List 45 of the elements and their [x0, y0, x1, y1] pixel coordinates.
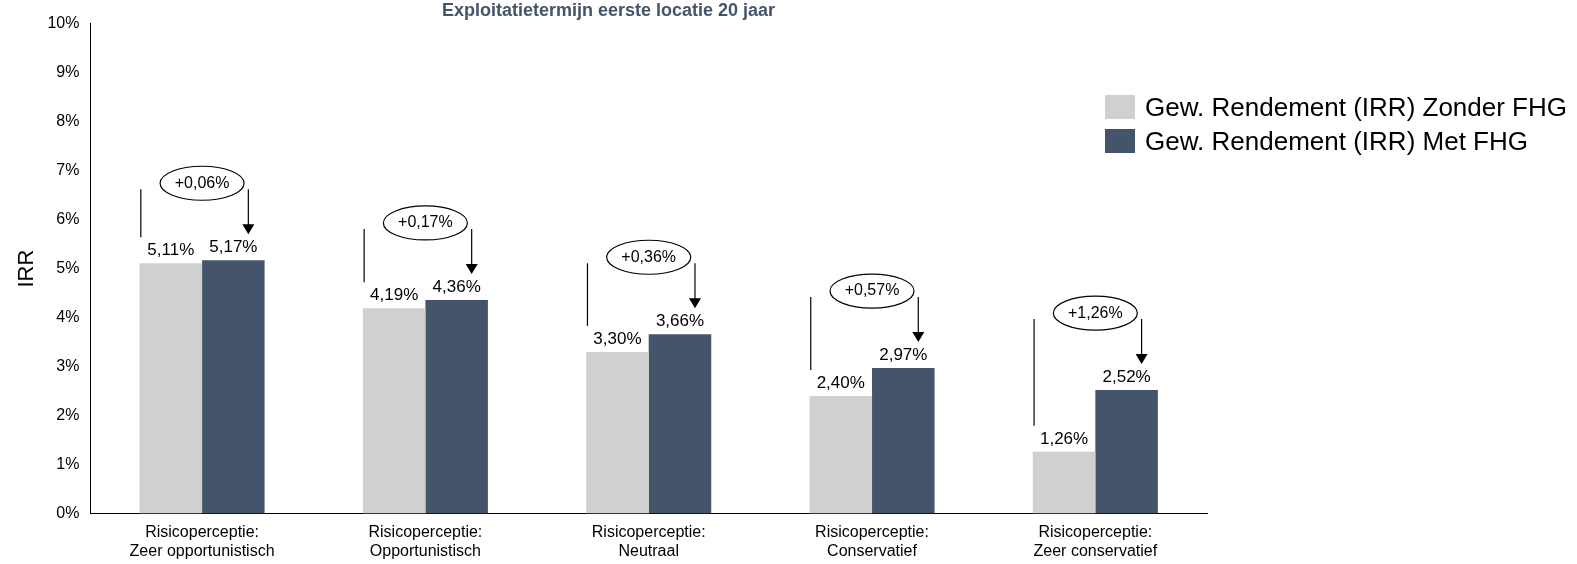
legend-label: Gew. Rendement (IRR) Met FHG: [1145, 125, 1528, 157]
annotation: +0,17%: [398, 213, 453, 231]
bar: [586, 351, 649, 514]
y-tick-label: 10%: [47, 14, 80, 32]
annotation: +1,26%: [1067, 303, 1123, 321]
x-tick-label: Risicoperceptie: Opportunistisch: [368, 522, 483, 559]
y-tick-label: 5%: [56, 259, 80, 277]
annotation: +0,57%: [844, 281, 900, 299]
y-tick-label: 1%: [56, 455, 80, 473]
data-label: 2,40%: [816, 373, 865, 393]
x-tick-label: Risicoperceptie: Conservatief: [815, 522, 929, 559]
y-tick-label: 2%: [56, 406, 80, 424]
annotation: +0,06%: [174, 173, 230, 191]
x-tick-label: Risicoperceptie: Zeer conservatief: [1033, 522, 1158, 559]
data-label: 5,17%: [209, 237, 258, 257]
y-tick-label: 0%: [56, 504, 80, 522]
bar: [1032, 451, 1096, 514]
bar: [872, 368, 935, 514]
y-tick-label: 6%: [56, 210, 80, 228]
y-tick-label: 9%: [56, 63, 80, 81]
y-tick-label: 3%: [56, 357, 80, 375]
data-label: 3,30%: [593, 329, 642, 349]
y-tick-label: 8%: [56, 112, 80, 130]
data-label: 4,19%: [370, 285, 419, 305]
annotation: +0,36%: [621, 247, 677, 265]
bar: [648, 334, 712, 514]
data-label: 5,11%: [147, 240, 195, 260]
data-label: 3,66%: [655, 311, 705, 331]
chart-title: Exploitatietermijn eerste locatie 20 jaar: [441, 0, 776, 20]
data-label: 1,26%: [1039, 429, 1089, 449]
bar: [139, 263, 203, 514]
bar: [425, 299, 488, 514]
x-tick-label: Risicoperceptie: Zeer opportunistisch: [129, 522, 275, 559]
y-axis-title: IRR: [13, 249, 39, 288]
bar: [362, 308, 426, 514]
bar: [809, 396, 873, 514]
data-label: 4,36%: [432, 277, 481, 297]
bar: [202, 260, 265, 514]
y-tick-label: 7%: [56, 161, 80, 179]
x-tick-label: Risicoperceptie: Neutraal: [591, 522, 706, 559]
legend-label: Gew. Rendement (IRR) Zonder FHG: [1145, 91, 1567, 123]
bar: [1095, 390, 1158, 514]
data-label: 2,52%: [1102, 367, 1151, 387]
y-tick-label: 4%: [56, 308, 80, 326]
data-label: 2,97%: [879, 345, 928, 365]
